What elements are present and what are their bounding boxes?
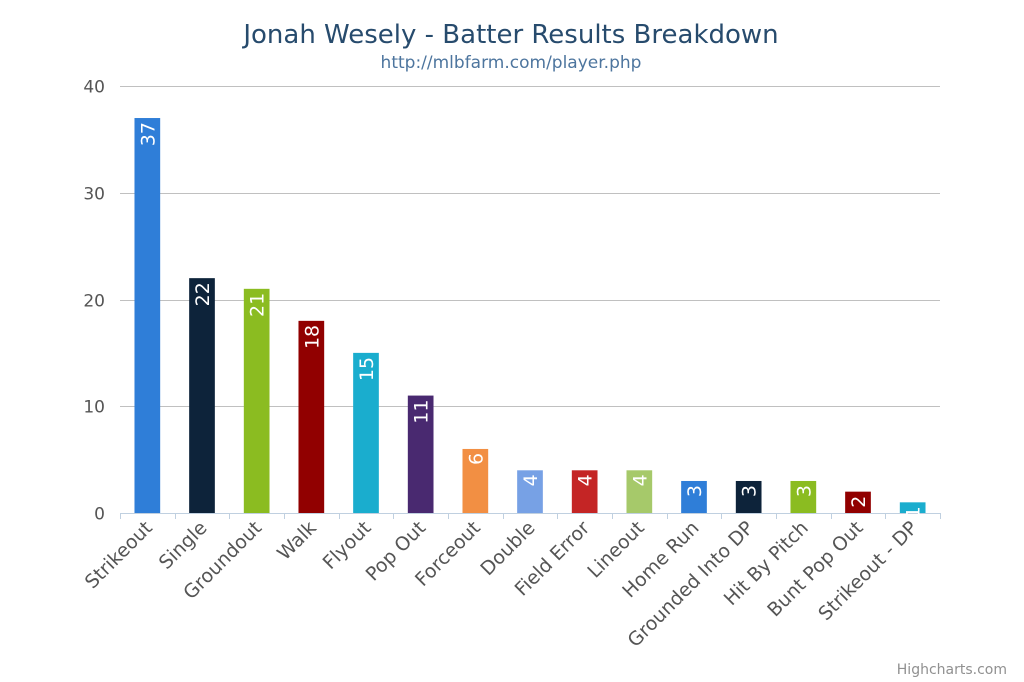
- y-tick-label: 30: [83, 185, 105, 205]
- bar[interactable]: [626, 470, 653, 513]
- bar[interactable]: [407, 395, 434, 513]
- y-tick-label: 10: [83, 398, 105, 418]
- x-tick-label: Bunt Pop Out: [763, 517, 867, 621]
- bar[interactable]: [790, 480, 817, 513]
- grid-lines: [120, 86, 941, 519]
- x-tick-label: Strikeout - DP: [814, 517, 922, 625]
- x-tick-label: Strikeout: [81, 517, 157, 593]
- data-label: 1: [903, 506, 925, 518]
- data-label: 6: [465, 453, 487, 465]
- data-label: 3: [793, 485, 815, 497]
- bar[interactable]: [571, 470, 598, 513]
- chart-title: Jonah Wesely - Batter Results Breakdown: [241, 20, 778, 50]
- data-label: 4: [575, 474, 597, 486]
- data-label: 21: [247, 293, 269, 317]
- chart-subtitle: http://mlbfarm.com/player.php: [381, 53, 642, 73]
- bar[interactable]: [134, 118, 161, 514]
- data-label: 37: [137, 122, 159, 146]
- bar[interactable]: [735, 480, 762, 513]
- y-axis-ticks: 0 10 20 30 40: [83, 78, 105, 525]
- bar[interactable]: [243, 288, 270, 513]
- bar[interactable]: [462, 448, 489, 513]
- y-tick-label: 20: [83, 292, 105, 312]
- x-tick-label: Walk: [273, 517, 321, 565]
- data-label: 2: [848, 496, 870, 508]
- data-label: 3: [684, 485, 706, 497]
- data-label: 15: [356, 357, 378, 381]
- bar[interactable]: [517, 470, 543, 513]
- data-label: 11: [411, 400, 433, 424]
- chart-credits[interactable]: Highcharts.com: [897, 662, 1007, 678]
- bar[interactable]: [681, 480, 707, 513]
- bar[interactable]: [845, 491, 871, 513]
- bar[interactable]: [899, 502, 926, 513]
- data-label: 18: [301, 325, 323, 349]
- data-label: 4: [629, 474, 651, 486]
- data-label: 22: [192, 282, 214, 306]
- bar[interactable]: [298, 320, 325, 513]
- bar[interactable]: [189, 278, 215, 513]
- y-tick-label: 0: [94, 505, 105, 525]
- data-label: 4: [520, 474, 542, 486]
- y-tick-label: 40: [83, 78, 105, 98]
- bar[interactable]: [353, 352, 379, 513]
- data-label: 3: [739, 485, 761, 497]
